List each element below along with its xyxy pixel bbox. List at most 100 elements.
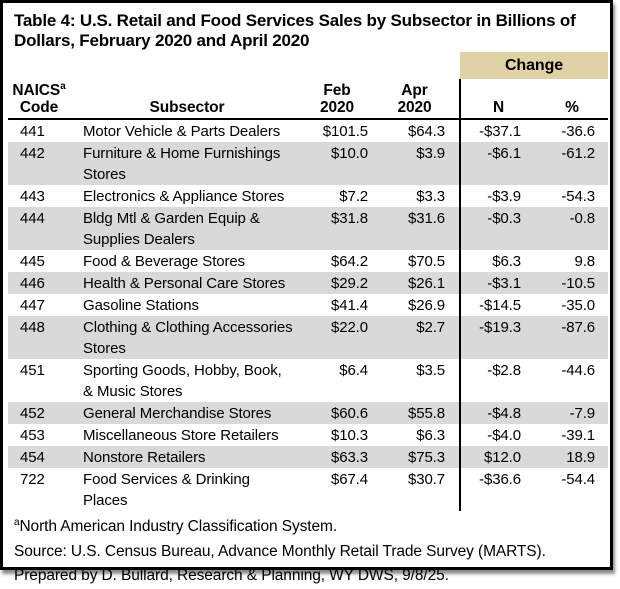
change-n-cell: -$19.3 (459, 316, 536, 359)
feb-value-cell: $29.2 (330, 275, 368, 292)
change-pct-cell: -54.3 (561, 188, 596, 205)
col-header-feb-2020: Feb 2020 (304, 79, 370, 120)
feb-value-cell: $41.4 (330, 297, 368, 314)
change-pct-cell: -0.8 (569, 210, 596, 227)
table-row: 453 Miscellaneous Store Retailers $10.3 $6.… (8, 424, 608, 446)
feb-value-cell: $7.2 (339, 188, 368, 205)
feb-value-cell: $101.5 (322, 123, 368, 140)
col-header-subsector: Subsector (70, 79, 304, 120)
apr-value-cell: $75.3 (407, 449, 445, 466)
code-cell: 445 (20, 253, 45, 270)
change-header: Change (460, 52, 609, 79)
apr-value-cell: $2.7 (416, 319, 445, 336)
change-n-cell: -$0.3 (459, 207, 536, 250)
change-pct-cell: -10.5 (561, 275, 596, 292)
subsector-cell: Furniture & Home Furnishings Stores (83, 145, 281, 183)
feb-value-cell: $10.3 (330, 427, 368, 444)
col-header-naics-code: NAICSa Code (8, 79, 70, 120)
change-n-cell: $6.3 (459, 250, 536, 272)
apr-value-cell: $3.3 (416, 188, 445, 205)
code-cell: 446 (20, 275, 45, 292)
subsector-cell: Bldg Mtl & Garden Equip & Supplies Deale… (83, 210, 260, 248)
table-body: 441 Motor Vehicle & Parts Dealers $101.5 $6… (8, 119, 609, 511)
feb-value-cell: $10.0 (330, 145, 368, 162)
change-header-row: Change (8, 52, 609, 79)
code-cell: 454 (20, 449, 45, 466)
table-row: 442 Furniture & Home Furnishings Stores $1… (8, 142, 609, 185)
table-row: 445 Food & Beverage Stores $64.2 $70.5 $6.3 9… (8, 250, 608, 272)
subsector-cell: Sporting Goods, Hobby, Book, & Music Sto… (83, 362, 282, 400)
col-header-change-pct: % (536, 79, 609, 120)
code-cell: 443 (20, 188, 45, 205)
apr-value-cell: $26.9 (407, 297, 445, 314)
col-header-change-n: N (459, 79, 536, 120)
subsector-cell: Food & Beverage Stores (83, 253, 246, 270)
table-notes: aNorth American Industry Classification … (14, 515, 610, 589)
change-pct-cell: -36.6 (561, 123, 596, 140)
change-n-cell: -$3.9 (459, 185, 536, 207)
apr-value-cell: $31.6 (407, 210, 445, 227)
table-row: 454 Nonstore Retailers $63.3 $75.3 $12.0 18.9 (8, 446, 609, 468)
change-pct-cell: -87.6 (561, 319, 596, 336)
subsector-cell: Nonstore Retailers (83, 449, 206, 466)
change-n-cell: -$37.1 (459, 119, 536, 142)
code-cell: 441 (20, 123, 45, 140)
change-pct-cell: -7.9 (569, 405, 596, 422)
code-cell: 452 (20, 405, 45, 422)
subsector-cell: Electronics & Appliance Stores (83, 188, 285, 205)
feb-value-cell: $67.4 (330, 471, 368, 488)
apr-value-cell: $64.3 (407, 123, 445, 140)
prepared-line: Prepared by D. Bullard, Research & Plann… (14, 567, 449, 584)
naics-footnote: aNorth American Industry Classification … (14, 516, 338, 535)
change-n-cell: -$4.8 (459, 402, 536, 424)
table-row: 444 Bldg Mtl & Garden Equip & Supplies De… (8, 207, 609, 250)
subsector-cell: Food Services & Drinking Places (83, 471, 250, 509)
change-n-cell: -$3.1 (459, 272, 536, 294)
table-row: 443 Electronics & Appliance Stores $7.2 $3.… (8, 185, 608, 207)
table-row: 446 Health & Personal Care Stores $29.2 $26… (8, 272, 609, 294)
apr-value-cell: $6.3 (416, 427, 445, 444)
table-row: 448 Clothing & Clothing Accessories Store… (8, 316, 609, 359)
code-cell: 451 (20, 362, 45, 379)
change-pct-cell: 18.9 (566, 449, 596, 466)
change-pct-cell: 9.8 (574, 253, 596, 270)
change-pct-cell: -39.1 (561, 427, 596, 444)
footnote-superscript: a (14, 516, 20, 528)
code-cell: 444 (20, 210, 45, 227)
source-line: Source: U.S. Census Bureau, Advance Mont… (14, 542, 546, 560)
code-cell: 447 (20, 297, 45, 314)
feb-value-cell: $31.8 (330, 210, 368, 227)
apr-value-cell: $3.9 (416, 145, 445, 162)
apr-value-cell: $26.1 (407, 275, 445, 292)
subsector-cell: General Merchandise Stores (83, 405, 272, 422)
change-header-spacer (8, 52, 460, 79)
change-n-cell: -$36.6 (459, 468, 536, 511)
code-cell: 442 (20, 145, 45, 162)
table-row: 447 Gasoline Stations $41.4 $26.9 -$14.5 -35.… (8, 294, 608, 316)
table-row: 451 Sporting Goods, Hobby, Book, & Music … (8, 359, 608, 402)
feb-value-cell: $64.2 (330, 253, 368, 270)
apr-value-cell: $3.5 (416, 362, 445, 379)
page-title: Table 4: U.S. Retail and Food Services S… (14, 11, 576, 50)
column-header-row: NAICSa Code Subsector Feb 2020 Apr 2020 N % (8, 79, 609, 120)
change-n-cell: -$2.8 (459, 359, 536, 402)
table-row: 722 Food Services & Drinking Places $67.4 $… (8, 468, 608, 511)
feb-value-cell: $63.3 (330, 449, 368, 466)
naics-superscript: a (60, 80, 66, 92)
table-row: 452 General Merchandise Stores $60.6 $55.8-… (8, 402, 609, 424)
change-n-cell: -$4.0 (459, 424, 536, 446)
change-n-cell: -$14.5 (459, 294, 536, 316)
subsector-cell: Miscellaneous Store Retailers (83, 427, 279, 444)
feb-value-cell: $22.0 (330, 319, 368, 336)
change-pct-cell: -44.6 (561, 362, 596, 379)
code-cell: 453 (20, 427, 45, 444)
feb-value-cell: $60.6 (330, 405, 368, 422)
change-pct-cell: -61.2 (561, 145, 596, 162)
apr-value-cell: $55.8 (407, 405, 445, 422)
change-pct-cell: -35.0 (561, 297, 596, 314)
subsector-cell: Clothing & Clothing Accessories Stores (83, 319, 293, 357)
subsector-cell: Motor Vehicle & Parts Dealers (83, 123, 281, 140)
change-pct-cell: -54.4 (561, 471, 596, 488)
subsector-cell: Gasoline Stations (83, 297, 199, 314)
